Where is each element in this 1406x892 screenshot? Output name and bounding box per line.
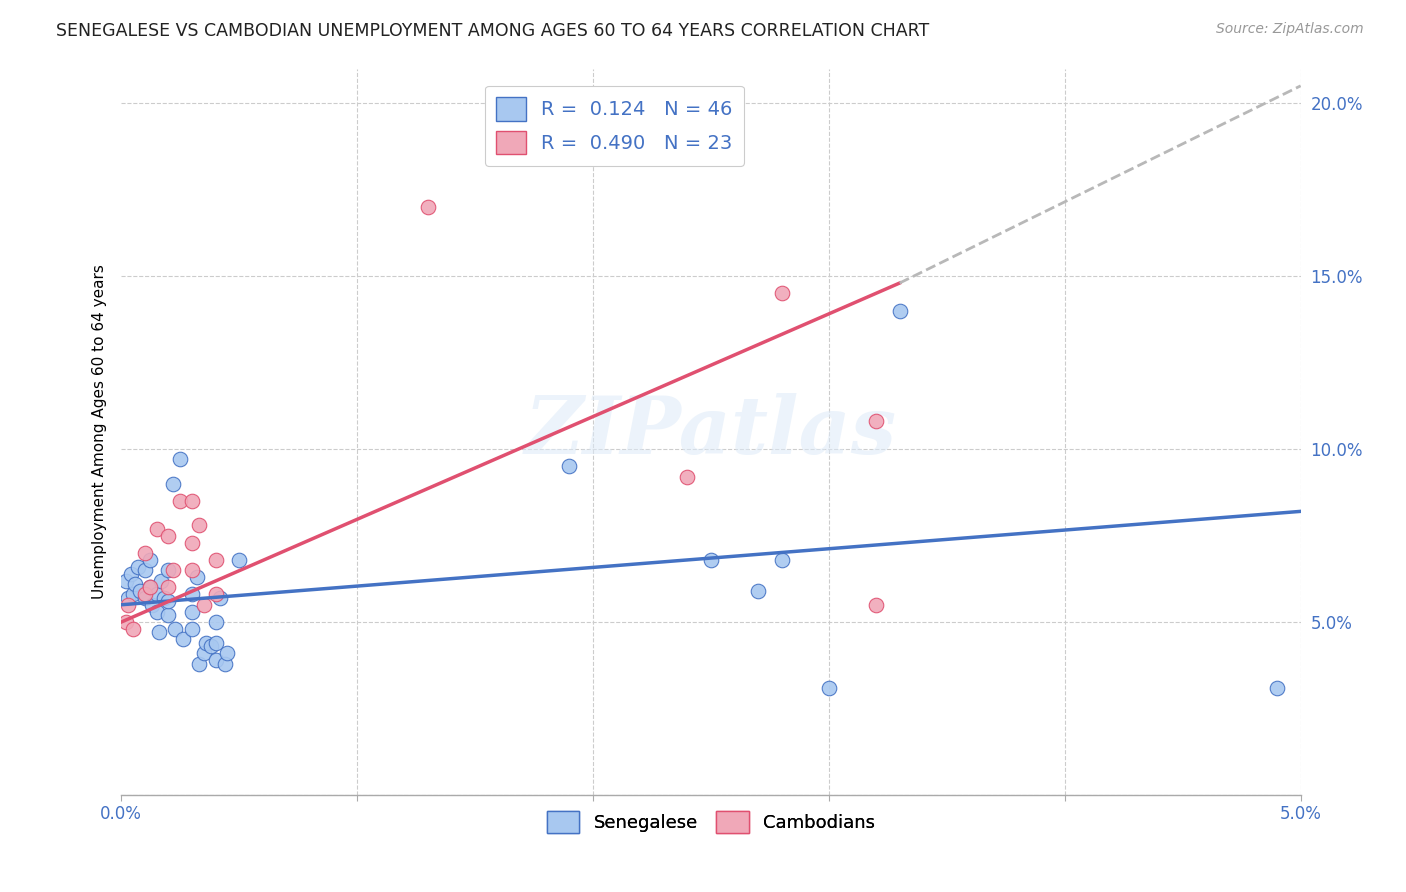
Point: [865, 598, 887, 612]
Point: [700, 553, 723, 567]
Point: [145, 587, 167, 601]
Point: [117, 591, 139, 605]
Point: [818, 681, 841, 695]
Point: [181, 535, 204, 549]
Point: [157, 608, 180, 623]
Point: [120, 566, 142, 581]
Point: [1265, 681, 1288, 695]
Point: [747, 583, 769, 598]
Point: [204, 615, 226, 629]
Point: [181, 587, 204, 601]
Point: [188, 657, 211, 671]
Point: [181, 622, 204, 636]
Point: [115, 615, 138, 629]
Point: [115, 574, 138, 588]
Point: [134, 587, 156, 601]
Point: [204, 553, 226, 567]
Point: [416, 200, 439, 214]
Point: [193, 598, 215, 612]
Point: [145, 522, 167, 536]
Legend: Senegalese, Cambodians: Senegalese, Cambodians: [540, 804, 882, 840]
Point: [770, 553, 793, 567]
Point: [165, 622, 187, 636]
Point: [157, 563, 180, 577]
Point: [172, 632, 194, 647]
Point: [204, 587, 226, 601]
Point: [157, 528, 180, 542]
Point: [228, 553, 250, 567]
Point: [134, 546, 156, 560]
Point: [181, 605, 204, 619]
Text: SENEGALESE VS CAMBODIAN UNEMPLOYMENT AMONG AGES 60 TO 64 YEARS CORRELATION CHART: SENEGALESE VS CAMBODIAN UNEMPLOYMENT AMO…: [56, 22, 929, 40]
Point: [152, 591, 174, 605]
Point: [195, 636, 218, 650]
Point: [145, 605, 167, 619]
Point: [188, 518, 211, 533]
Point: [865, 414, 887, 428]
Point: [117, 598, 139, 612]
Point: [889, 303, 911, 318]
Point: [122, 587, 145, 601]
Point: [124, 577, 146, 591]
Point: [157, 581, 180, 595]
Point: [181, 563, 204, 577]
Point: [127, 559, 149, 574]
Point: [157, 594, 180, 608]
Point: [558, 459, 581, 474]
Point: [193, 646, 215, 660]
Point: [186, 570, 208, 584]
Point: [217, 646, 239, 660]
Point: [169, 452, 191, 467]
Point: [138, 581, 160, 595]
Point: [181, 494, 204, 508]
Y-axis label: Unemployment Among Ages 60 to 64 years: Unemployment Among Ages 60 to 64 years: [93, 264, 107, 599]
Point: [204, 636, 226, 650]
Point: [148, 625, 170, 640]
Point: [138, 581, 160, 595]
Point: [134, 563, 156, 577]
Point: [676, 469, 699, 483]
Point: [204, 653, 226, 667]
Point: [209, 591, 232, 605]
Point: [200, 640, 222, 654]
Point: [150, 574, 173, 588]
Point: [141, 598, 163, 612]
Point: [214, 657, 236, 671]
Point: [770, 286, 793, 301]
Point: [129, 583, 152, 598]
Point: [169, 494, 191, 508]
Text: ZIPatlas: ZIPatlas: [524, 393, 897, 471]
Point: [134, 591, 156, 605]
Point: [162, 563, 184, 577]
Text: Source: ZipAtlas.com: Source: ZipAtlas.com: [1216, 22, 1364, 37]
Point: [138, 553, 160, 567]
Point: [162, 476, 184, 491]
Point: [122, 622, 145, 636]
